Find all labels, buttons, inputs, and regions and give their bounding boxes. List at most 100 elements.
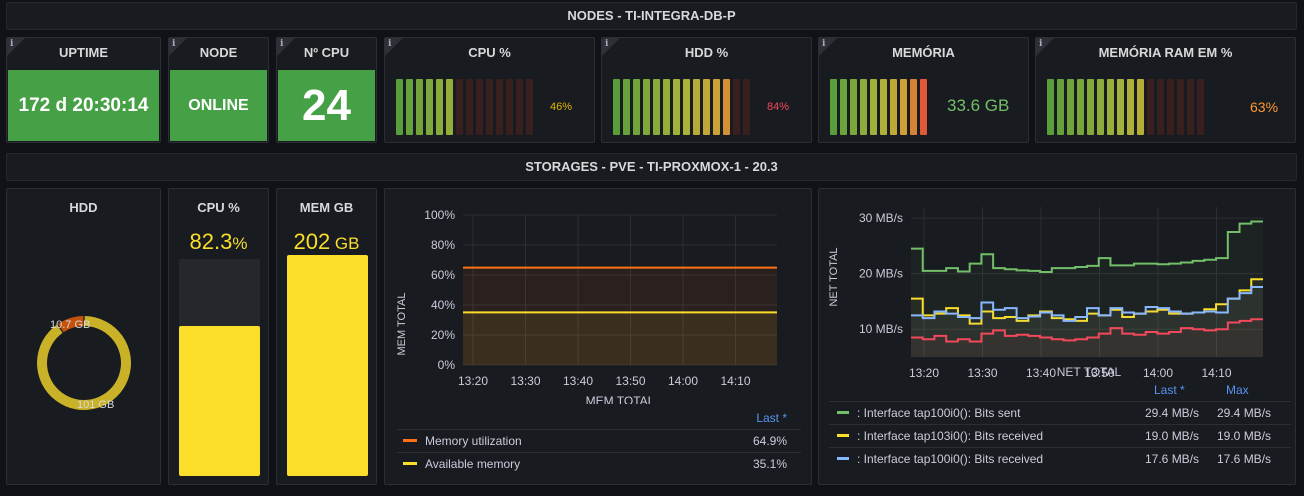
donut-slice-used[interactable] (57, 316, 84, 333)
legend-swatch (837, 434, 849, 437)
gauge-cell (1047, 79, 1054, 135)
legend-max-value: 17.6 MB/s (1217, 451, 1272, 466)
legend-last-value: 19.0 MB/s (1145, 428, 1200, 443)
legend-series-name[interactable]: : Interface tap103i0(): Bits received (857, 428, 1044, 443)
gauge-cell (1077, 79, 1084, 135)
legend-header-last[interactable]: Last * (756, 411, 787, 425)
legend-row[interactable]: : Interface tap100i0(): Bits received 17.… (829, 447, 1291, 469)
gauge-cell (920, 79, 927, 135)
gauge-cell (733, 79, 740, 135)
y-tick-label: 100% (424, 208, 455, 222)
legend-row[interactable]: : Interface tap103i0(): Bits received 19.… (829, 424, 1291, 446)
gauge-cell (1147, 79, 1154, 135)
panel-title: MEMÓRIA (892, 45, 955, 60)
value-number: 82.3 (189, 229, 233, 254)
info-icon[interactable]: i (172, 39, 176, 49)
x-tick-label: 14:00 (1143, 366, 1173, 380)
mem-total-graph[interactable]: MEM TOTAL MEM TOTAL 0% 20% 40% 60% 80% 100% 13… (385, 189, 812, 404)
panel-net-total-chart[interactable]: NET TOTAL NET TOTAL 10 MB/s 20 MB/s 30 MB/… (818, 188, 1296, 485)
y-tick-label: 30 MB/s (859, 211, 903, 225)
legend-series-name[interactable]: : Interface tap100i0(): Bits received (857, 451, 1044, 466)
info-corner (602, 38, 620, 56)
info-corner (277, 38, 295, 56)
gauge-cell (486, 79, 493, 135)
gauge-cell (613, 79, 620, 135)
gauge-cell (466, 79, 473, 135)
cpu-bar-fill (179, 325, 260, 476)
legend-header-last[interactable]: Last * (1154, 383, 1185, 397)
info-icon[interactable]: i (280, 39, 284, 49)
y-tick-label: 20% (431, 328, 455, 342)
storage-cpu-value: 82.3% (169, 229, 268, 255)
legend-row[interactable]: : Interface tap100i0(): Bits sent 29.4 MB… (829, 401, 1291, 423)
legend-series-name[interactable]: : Interface tap100i0(): Bits sent (857, 405, 1021, 420)
info-icon[interactable]: i (388, 39, 392, 49)
hdd-donut-chart: 10.7 GB 101 GB (37, 316, 132, 411)
row-header-nodes[interactable]: NODES - TI-INTEGRA-DB-P (6, 2, 1297, 30)
info-icon[interactable]: i (822, 39, 826, 49)
row-header-storages[interactable]: STORAGES - PVE - TI-PROXMOX-1 - 20.3 (6, 153, 1297, 181)
panel-storage-mem[interactable]: MEM GB 202 GB (276, 188, 377, 485)
panel-title: NODE (199, 45, 238, 60)
legend-swatch (403, 439, 417, 442)
value-unit: GB (330, 234, 360, 253)
legend-series-name[interactable]: Memory utilization (425, 433, 522, 448)
gauge-cell (416, 79, 423, 135)
gauge-cell (723, 79, 730, 135)
legend-max-value: 29.4 MB/s (1217, 405, 1272, 420)
gauge-cell (1137, 79, 1144, 135)
gauge-cell (840, 79, 847, 135)
panel-memoria-ram-percent[interactable]: i MEMÓRIA RAM EM % 63% (1035, 37, 1296, 143)
y-tick-label: 80% (431, 238, 455, 252)
gauge-cell (516, 79, 523, 135)
gauge-cell (446, 79, 453, 135)
uptime-value: 172 d 20:30:14 (8, 70, 159, 141)
hdd-percent-value: 84% (767, 101, 790, 113)
panel-uptime[interactable]: i UPTIME 172 d 20:30:14 (6, 37, 161, 143)
gauge-cell (1117, 79, 1124, 135)
cpu-bar-gauge (396, 79, 533, 135)
info-icon[interactable]: i (10, 39, 14, 49)
info-icon[interactable]: i (1039, 39, 1043, 49)
row-title: STORAGES - PVE - TI-PROXMOX-1 - 20.3 (525, 159, 778, 174)
panel-cpu-percent[interactable]: i CPU % 46% (384, 37, 595, 143)
panel-mem-total-chart[interactable]: MEM TOTAL MEM TOTAL 0% 20% 40% 60% 80% 100% 13… (384, 188, 812, 485)
legend-header-max[interactable]: Max (1226, 383, 1249, 397)
panel-storage-hdd[interactable]: HDD 10.7 GB 101 GB (6, 188, 161, 485)
node-status-value: ONLINE (170, 70, 267, 141)
gauge-cell (1107, 79, 1114, 135)
panel-title: UPTIME (58, 45, 109, 60)
legend-row[interactable]: Memory utilization 64.9% (397, 429, 801, 451)
panel-hdd-percent[interactable]: i HDD % 84% (601, 37, 812, 143)
gauge-cell (496, 79, 503, 135)
x-tick-label: 14:00 (668, 374, 698, 388)
x-tick-label: 13:40 (563, 374, 593, 388)
legend-series-name[interactable]: Available memory (425, 456, 521, 471)
info-corner (385, 38, 403, 56)
panel-storage-cpu[interactable]: CPU % 82.3% (168, 188, 269, 485)
gauge-cell (900, 79, 907, 135)
y-axis-label: NET TOTAL (828, 247, 840, 306)
info-icon[interactable]: i (605, 39, 609, 49)
net-total-graph[interactable]: NET TOTAL NET TOTAL 10 MB/s 20 MB/s 30 MB/… (819, 189, 1296, 384)
gauge-cell (1127, 79, 1134, 135)
panel-memoria[interactable]: i MEMÓRIA 33.6 GB (818, 37, 1029, 143)
legend-row[interactable]: Available memory 35.1% (397, 452, 801, 474)
panel-ncpu[interactable]: i Nº CPU 24 (276, 37, 377, 143)
net-legend-table: Last * Max : Interface tap100i0(): Bits … (829, 383, 1291, 473)
value-unit: % (232, 234, 248, 253)
panel-title: HDD % (684, 45, 729, 60)
series-area (911, 221, 1263, 357)
series-line[interactable] (911, 286, 1263, 322)
ram-percent-value: 63% (1250, 99, 1279, 115)
x-tick-label: 13:30 (967, 366, 997, 380)
panel-title: Nº CPU (303, 45, 350, 60)
gauge-cell (743, 79, 750, 135)
gauge-cell (860, 79, 867, 135)
series-line[interactable] (911, 220, 1263, 273)
panel-node[interactable]: i NODE ONLINE (168, 37, 269, 143)
legend-swatch (403, 462, 417, 465)
gauge-cell (1187, 79, 1194, 135)
series-line[interactable] (911, 318, 1263, 343)
panel-title: CPU % (197, 200, 240, 215)
